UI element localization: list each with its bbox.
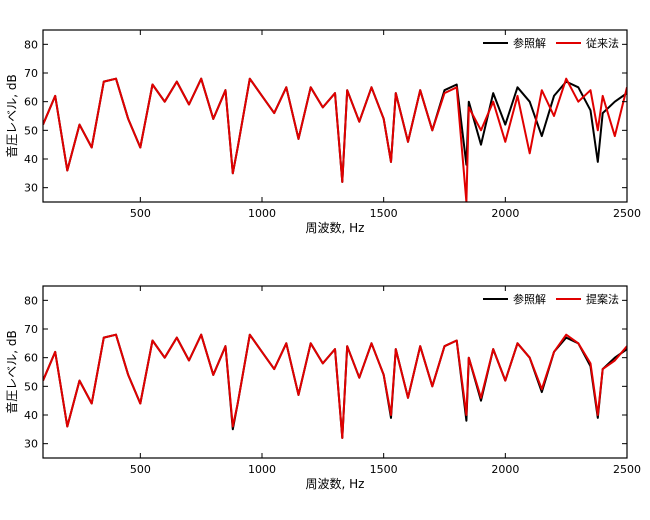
legend: 提案法 参照解 (483, 292, 619, 306)
x-tick-label: 500 (130, 207, 151, 220)
y-tick-label: 40 (24, 409, 38, 422)
y-tick-label: 60 (24, 96, 38, 109)
series-lines (43, 77, 627, 202)
plot-area (43, 286, 627, 458)
x-tick-label: 1000 (248, 207, 276, 220)
x-axis-label: 周波数, Hz (306, 220, 365, 235)
series-line-comparison (43, 77, 627, 202)
x-tick-label: 2000 (491, 463, 519, 476)
chart-panel-1: 500 1000 1500 2000 2500 30 40 50 60 70 80 周波数, Hz 音圧… (4, 29, 641, 235)
x-tick-label: 500 (130, 463, 151, 476)
y-tick-label: 80 (24, 294, 38, 307)
series-lines (43, 333, 627, 439)
y-tick-label: 70 (24, 323, 38, 336)
x-tick-label: 1000 (248, 463, 276, 476)
y-axis-label: 音圧レベル, dB (4, 74, 19, 157)
series-line-comparison (43, 333, 627, 439)
y-tick-label: 40 (24, 153, 38, 166)
chart-panel-2: 500 1000 1500 2000 2500 30 40 50 60 70 80 周波数, Hz 音圧… (4, 285, 641, 491)
legend-label: 参照解 (513, 292, 546, 306)
x-axis-label: 周波数, Hz (306, 476, 365, 491)
x-tick-label: 2500 (613, 207, 641, 220)
legend-label: 従来法 (586, 36, 619, 50)
y-tick-label: 70 (24, 67, 38, 80)
y-axis-label: 音圧レベル, dB (4, 330, 19, 413)
y-tick-label: 50 (24, 124, 38, 137)
x-tick-label: 2500 (613, 463, 641, 476)
legend: 従来法 参照解 (483, 36, 619, 50)
y-tick-label: 50 (24, 380, 38, 393)
x-tick-label: 2000 (491, 207, 519, 220)
legend-label: 参照解 (513, 36, 546, 50)
y-tick-label: 60 (24, 352, 38, 365)
y-tick-label: 30 (24, 438, 38, 451)
axes-frame (42, 29, 628, 203)
y-tick-label: 30 (24, 182, 38, 195)
legend-label: 提案法 (586, 292, 619, 306)
x-tick-label: 1500 (370, 207, 398, 220)
axes-frame (42, 285, 628, 459)
plot-area (43, 30, 627, 202)
x-tick-label: 1500 (370, 463, 398, 476)
y-tick-label: 80 (24, 38, 38, 51)
